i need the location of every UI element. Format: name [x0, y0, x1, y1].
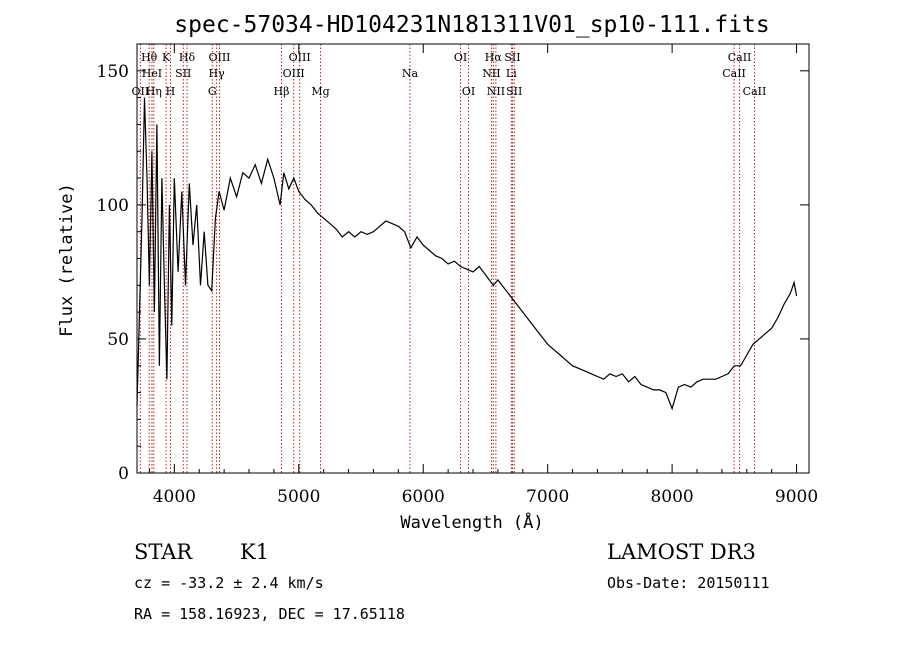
line-label: OI: [462, 85, 475, 98]
y-axis-label: Flux (relative): [57, 183, 77, 337]
line-label: CaII: [743, 85, 767, 98]
x-tick-label: 6000: [402, 487, 445, 507]
line-label: NII: [487, 85, 505, 98]
spectral-line-markers: [139, 44, 755, 473]
line-label: Hη: [146, 85, 162, 98]
line-label: OII: [132, 85, 150, 98]
line-label: OIII: [283, 67, 305, 80]
x-tick-label: 9000: [775, 487, 818, 507]
obs-date: Obs-Date: 20150111: [607, 574, 770, 592]
x-tick-label: 4000: [153, 487, 196, 507]
y-axis: 0 50 100 150: [97, 62, 809, 484]
line-label: Hγ: [209, 67, 226, 80]
line-label: OI: [454, 51, 467, 64]
line-label: Hθ: [141, 51, 158, 64]
x-tick-label: 5000: [277, 487, 320, 507]
line-label: Mg: [311, 85, 329, 98]
line-label: SII: [506, 85, 522, 98]
line-label: Hα: [485, 51, 503, 64]
y-tick-label: 100: [97, 196, 129, 216]
x-tick-label: 8000: [650, 487, 693, 507]
x-tick-label: 7000: [526, 487, 569, 507]
spectrum-series: [136, 97, 798, 411]
plot-frame: [136, 43, 810, 474]
line-label: Na: [402, 67, 419, 80]
x-axis-label: Wavelength (Å): [400, 511, 543, 533]
survey-name: LAMOST DR3: [607, 540, 756, 564]
line-label: NII: [482, 67, 500, 80]
x-axis: 4000 5000 6000 7000 8000 9000: [148, 44, 818, 507]
chart-title: spec-57034-HD104231N181311V01_sp10-111.f…: [174, 12, 769, 38]
line-label: Hβ: [274, 85, 290, 98]
line-label: OIII: [289, 51, 311, 64]
object-subclass: K1: [240, 540, 269, 564]
line-label: G: [208, 85, 217, 98]
line-label: OIII: [208, 51, 230, 64]
line-label: HeI: [142, 67, 162, 80]
y-tick-label: 0: [118, 464, 129, 484]
coordinates: RA = 158.16923, DEC = 17.65118: [134, 605, 405, 623]
line-label: Hδ: [179, 51, 196, 64]
line-label: K: [162, 51, 171, 64]
line-label: SII: [504, 51, 520, 64]
y-tick-label: 50: [107, 330, 129, 350]
object-class: STAR: [134, 540, 193, 564]
spectral-line-labels: OII Hθ HeI Hη K H SII Hδ OIII Hγ G Hβ OIII OIII Mg Na OI…: [132, 51, 767, 98]
redshift-readout: cz = -33.2 ± 2.4 km/s: [134, 574, 324, 592]
line-label: CaII: [722, 67, 746, 80]
line-label: CaII: [728, 51, 752, 64]
line-label: Li: [506, 67, 517, 80]
line-label: SII: [175, 67, 191, 80]
line-label: H: [166, 85, 176, 98]
y-tick-label: 150: [97, 62, 129, 82]
